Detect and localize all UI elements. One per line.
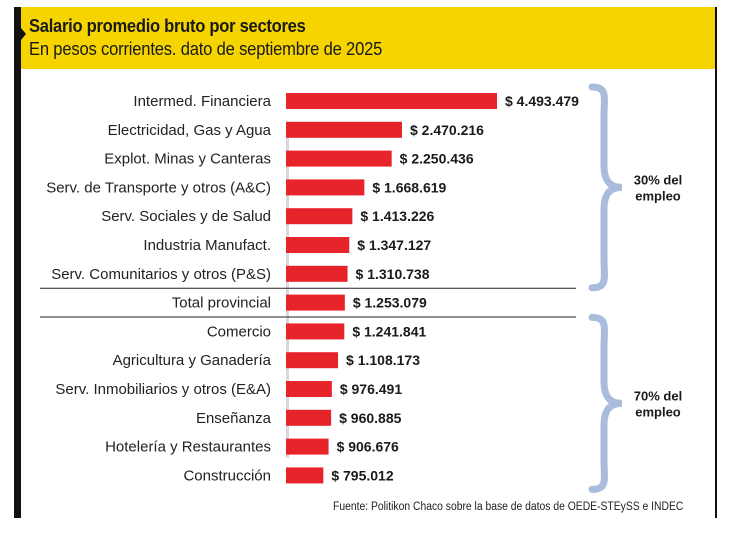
category-label: Industria Manufact.	[143, 237, 271, 254]
chart-title: Salario promedio bruto por sectores	[29, 16, 306, 36]
group-brace	[588, 313, 623, 493]
source-note: Fuente: Politikon Chaco sobre la base de…	[333, 501, 684, 513]
y-axis-line	[286, 128, 289, 458]
value-label: $ 2.250.436	[400, 151, 474, 167]
value-label: $ 795.012	[331, 467, 393, 483]
value-label: $ 1.347.127	[357, 237, 431, 253]
category-label: Explot. Minas y Canteras	[104, 151, 271, 168]
value-label: $ 1.413.226	[360, 208, 434, 224]
category-label: Construcción	[183, 467, 271, 484]
bar	[286, 352, 339, 369]
bar	[286, 121, 402, 138]
bar	[286, 265, 348, 282]
value-label: $ 1.253.079	[353, 295, 427, 311]
value-label: $ 1.241.841	[352, 323, 426, 339]
category-label: Serv. de Transporte y otros (A&C)	[46, 179, 271, 196]
group-label: empleo	[635, 188, 681, 203]
left-frame-bar	[14, 7, 21, 518]
value-label: $ 1.668.619	[372, 179, 446, 195]
bar	[286, 323, 345, 340]
value-label: $ 2.470.216	[410, 122, 484, 138]
chart-subtitle: En pesos corrientes. dato de septiembre …	[29, 39, 383, 59]
value-label: $ 906.676	[337, 439, 399, 455]
bar	[286, 208, 353, 225]
right-frame-border	[715, 7, 717, 518]
value-label: $ 4.493.479	[505, 93, 579, 109]
group-label: 70% del	[634, 388, 682, 403]
category-label: Electricidad, Gas y Agua	[108, 122, 272, 139]
group-label: empleo	[635, 404, 681, 419]
bar	[286, 467, 324, 484]
category-label: Comercio	[207, 323, 271, 340]
category-label: Total provincial	[172, 295, 271, 312]
bar	[286, 179, 365, 196]
bar	[286, 237, 350, 253]
category-label: Serv. Sociales y de Salud	[101, 208, 271, 225]
value-label: $ 976.491	[340, 381, 402, 397]
value-label: $ 1.108.173	[346, 352, 420, 368]
group-brace	[588, 83, 623, 292]
value-label: $ 1.310.738	[356, 266, 430, 282]
category-label: Enseñanza	[196, 410, 272, 427]
group-label: 30% del	[634, 172, 682, 187]
bar	[286, 381, 332, 397]
category-label: Serv. Comunitarios y otros (P&S)	[51, 266, 271, 283]
bar	[286, 409, 332, 426]
category-label: Agricultura y Ganadería	[113, 352, 272, 369]
bar	[286, 93, 497, 109]
value-label: $ 960.885	[339, 410, 401, 426]
category-label: Hotelería y Restaurantes	[105, 439, 271, 456]
bar	[286, 150, 392, 167]
header-pointer-marker	[21, 28, 26, 40]
category-label: Serv. Inmobiliarios y otros (E&A)	[55, 381, 271, 398]
bar	[286, 438, 329, 455]
chart-header	[21, 7, 715, 69]
category-label: Intermed. Financiera	[133, 93, 271, 110]
bar	[286, 294, 345, 311]
